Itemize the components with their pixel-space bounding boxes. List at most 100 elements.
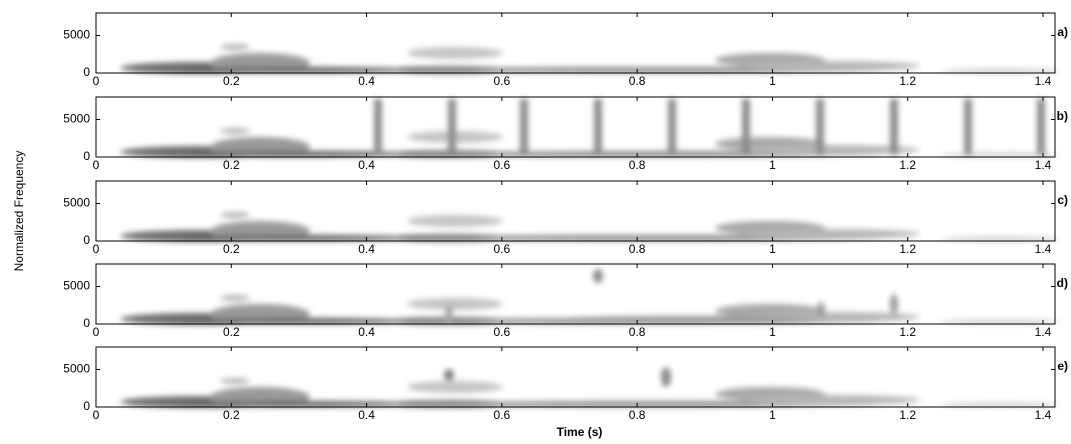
panel-label: e)	[1057, 359, 1068, 373]
y-tick-label: 0	[83, 233, 90, 247]
noise-blob	[560, 316, 820, 322]
y-tick-label: 5000	[63, 28, 90, 42]
noise-burst	[1037, 99, 1045, 155]
energy-region	[940, 403, 1060, 407]
panel: 0 0.2 0.4 0.6 0.8 1 1.2 1.4 0 5000 b)	[63, 96, 1068, 172]
x-tick-label: 0.6	[494, 408, 511, 422]
x-tick-label: 1	[769, 325, 776, 339]
noise-burst	[520, 99, 528, 155]
x-tick-label: 0	[93, 158, 100, 172]
energy-region	[180, 401, 420, 407]
noise-blob	[661, 367, 671, 387]
y-tick-label: 5000	[63, 112, 90, 126]
x-tick-label: 1.2	[899, 325, 916, 339]
energy-region	[940, 237, 1060, 241]
noise-burst	[374, 99, 382, 155]
x-tick-label: 0.6	[494, 74, 511, 88]
noise-burst	[448, 99, 456, 155]
spectrogram-texture	[120, 99, 1060, 158]
x-tick-label: 0.2	[223, 158, 240, 172]
energy-region	[180, 151, 420, 157]
energy-region	[740, 395, 920, 405]
energy-region	[407, 298, 503, 310]
x-tick-label: 0.8	[629, 242, 646, 256]
y-tick-label: 5000	[63, 279, 90, 293]
x-tick-label: 1.2	[899, 242, 916, 256]
y-tick-label: 0	[83, 316, 90, 330]
panel: 0 0.2 0.4 0.6 0.8 1 1.2 1.4 0 5000 a)	[63, 12, 1068, 88]
y-tick-label: 5000	[63, 196, 90, 210]
y-tick-label: 0	[83, 65, 90, 79]
energy-region	[407, 215, 503, 227]
energy-region	[740, 145, 920, 155]
x-tick-label: 0.4	[358, 408, 375, 422]
plot-frame	[95, 12, 1056, 74]
plot-frame	[95, 346, 1056, 408]
energy-region	[220, 378, 250, 384]
noise-burst	[594, 99, 602, 155]
x-axis-label: Time (s)	[557, 425, 603, 439]
x-tick-label: 0.8	[629, 408, 646, 422]
noise-blob	[817, 302, 825, 318]
noise-burst	[742, 99, 750, 155]
x-tick-label: 0.4	[358, 74, 375, 88]
energy-region	[940, 69, 1060, 73]
y-axis-label: Normalized Frequency	[12, 151, 26, 272]
energy-region	[180, 235, 420, 241]
x-tick-label: 1.4	[1035, 242, 1052, 256]
x-tick-label: 0.4	[358, 325, 375, 339]
noise-burst	[816, 99, 824, 155]
panel-label: d)	[1057, 276, 1068, 290]
x-tick-label: 0.6	[494, 325, 511, 339]
noise-blob	[444, 369, 454, 381]
x-tick-label: 0.2	[223, 74, 240, 88]
energy-region	[220, 295, 250, 301]
energy-region	[407, 381, 503, 393]
x-tick-label: 0	[93, 325, 100, 339]
spectrogram-texture	[120, 212, 1060, 242]
x-tick-label: 1	[769, 74, 776, 88]
noise-blob	[593, 269, 603, 283]
noise-blob	[890, 294, 898, 314]
energy-region	[940, 320, 1060, 324]
energy-region	[220, 128, 250, 134]
x-tick-label: 1.4	[1035, 325, 1052, 339]
x-tick-label: 1	[769, 408, 776, 422]
energy-region	[407, 47, 503, 59]
panel: 0 0.2 0.4 0.6 0.8 1 1.2 1.4 0 5000 d)	[63, 263, 1068, 339]
panel: 0 0.2 0.4 0.6 0.8 1 1.2 1.4 0 5000 c) Normalized Fr…	[12, 151, 1068, 272]
x-tick-label: 1.4	[1035, 74, 1052, 88]
panel-label: a)	[1057, 25, 1068, 39]
noise-blob	[445, 304, 453, 324]
x-tick-label: 0.4	[358, 158, 375, 172]
panel-label: c)	[1057, 193, 1068, 207]
x-tick-label: 0.2	[223, 242, 240, 256]
x-tick-label: 0.2	[223, 408, 240, 422]
x-tick-label: 0.8	[629, 158, 646, 172]
noise-burst	[890, 99, 898, 155]
plot-frame	[95, 180, 1056, 242]
spectrogram-texture	[120, 44, 1060, 74]
energy-region	[740, 229, 920, 239]
noise-burst	[668, 99, 676, 155]
energy-region	[180, 67, 420, 73]
x-tick-label: 0.6	[494, 242, 511, 256]
noise-burst	[964, 99, 972, 155]
y-tick-label: 5000	[63, 362, 90, 376]
x-tick-label: 1.2	[899, 408, 916, 422]
x-tick-label: 1	[769, 158, 776, 172]
x-tick-label: 0.4	[358, 242, 375, 256]
x-tick-label: 1.4	[1035, 408, 1052, 422]
energy-region	[220, 44, 250, 50]
x-tick-label: 0.8	[629, 325, 646, 339]
y-tick-label: 0	[83, 399, 90, 413]
x-tick-label: 0	[93, 74, 100, 88]
plot-frame	[95, 96, 1056, 158]
x-tick-label: 0	[93, 408, 100, 422]
energy-region	[220, 212, 250, 218]
energy-region	[740, 61, 920, 71]
x-tick-label: 1.2	[899, 158, 916, 172]
x-tick-label: 0.6	[494, 158, 511, 172]
spectrogram-texture	[120, 367, 1060, 408]
